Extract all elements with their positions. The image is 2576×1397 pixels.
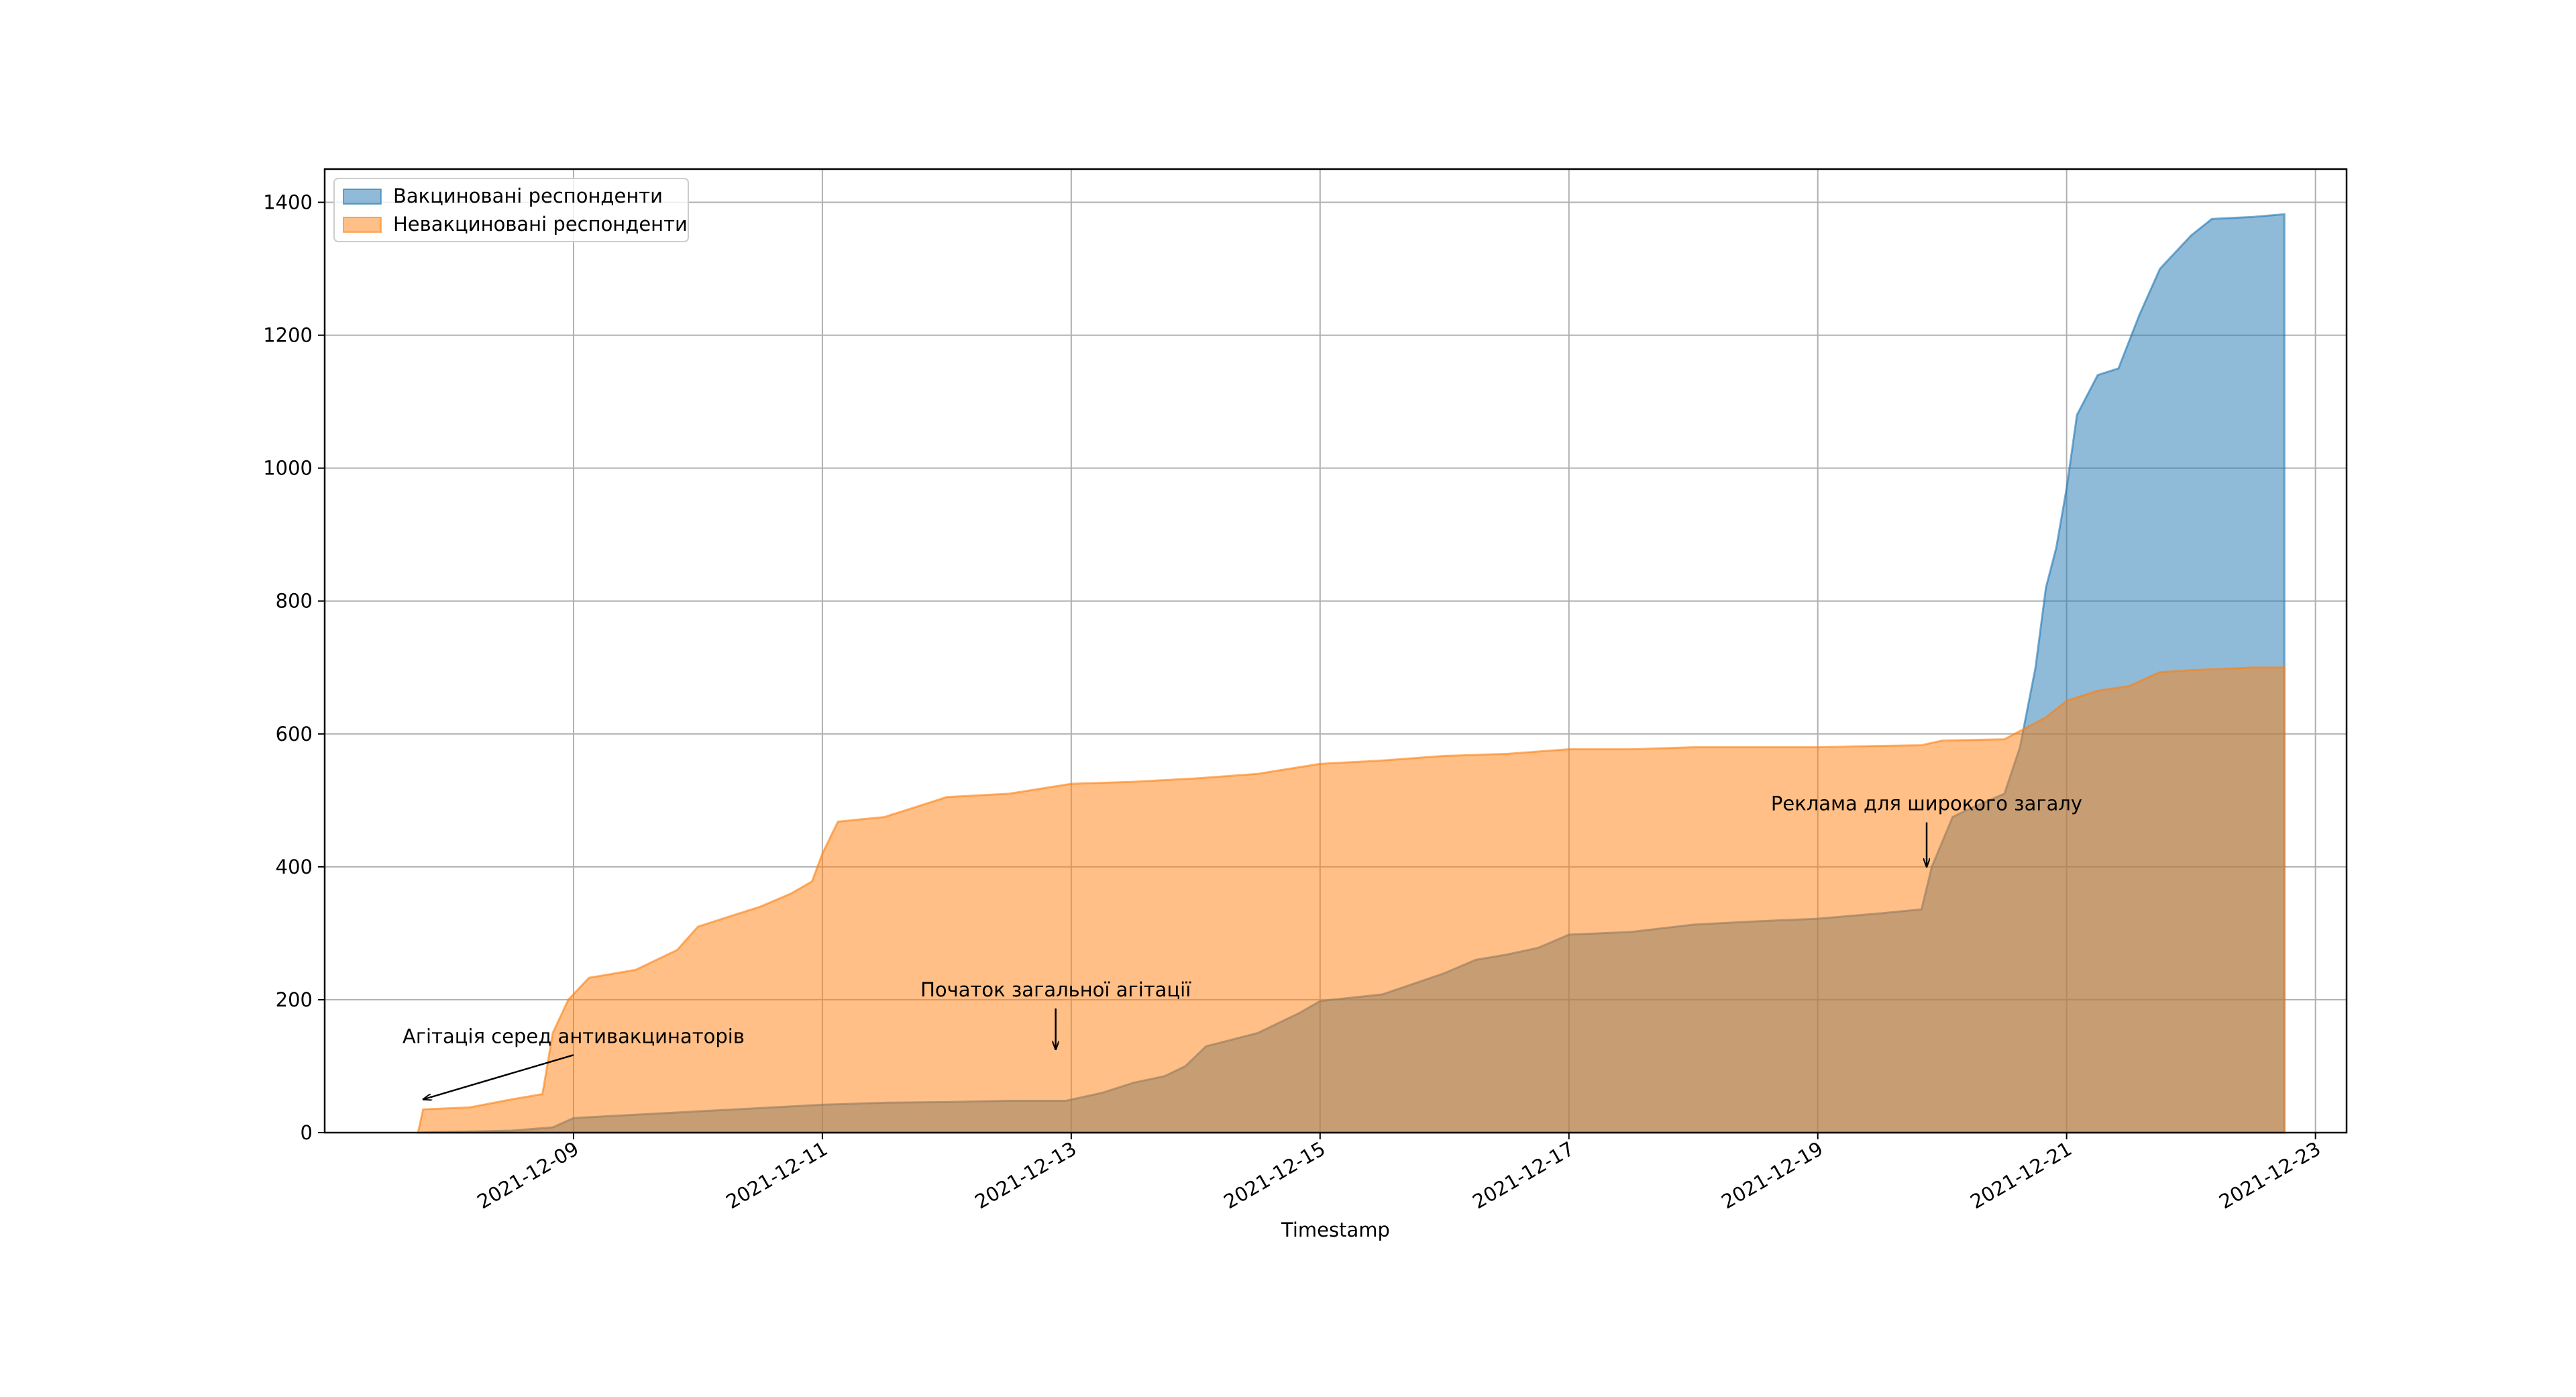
y-tick-label: 800 <box>276 590 313 613</box>
y-tick-label: 1200 <box>263 324 313 347</box>
x-tick-label: 2021-12-19 <box>1717 1137 1827 1214</box>
x-axis-label: Timestamp <box>1281 1219 1390 1241</box>
y-tick-label: 0 <box>301 1121 313 1144</box>
legend-swatch <box>343 217 382 233</box>
plot-frame <box>323 168 2348 1134</box>
annotation-arrow <box>423 1054 574 1099</box>
series-areas <box>417 213 2286 1134</box>
y-tick-label: 200 <box>276 988 313 1011</box>
area-series-2 <box>417 666 2286 1134</box>
x-tick-label: 2021-12-09 <box>473 1137 582 1214</box>
x-tick-label: 2021-12-15 <box>1220 1137 1329 1214</box>
legend-box <box>333 178 689 242</box>
y-tick-label: 1000 <box>263 457 313 480</box>
x-tick-label: 2021-12-21 <box>1966 1137 2076 1214</box>
x-tick-label: 2021-12-17 <box>1468 1137 1578 1214</box>
x-tick-label: 2021-12-23 <box>2215 1137 2324 1214</box>
legend-entry: Вакциновані респонденти <box>393 185 663 207</box>
y-tick-label: 600 <box>276 723 313 745</box>
legend-entry: Невакциновані респонденти <box>393 213 688 236</box>
legend: Вакциновані респонденти Невакциновані рес… <box>333 178 689 242</box>
annotation-label: Агітація серед антивакцинаторів <box>402 1025 745 1047</box>
annotation-label: Початок загальної агітації <box>920 978 1191 1001</box>
annotations: Агітація серед антивакцинаторів Початок з… <box>402 792 2082 1100</box>
y-tick-label: 1400 <box>263 191 313 214</box>
y-tick-label: 400 <box>276 856 313 878</box>
legend-swatch <box>343 189 382 205</box>
annotation-label: Реклама для широкого загалу <box>1771 792 2082 815</box>
x-tick-label: 2021-12-13 <box>971 1137 1080 1214</box>
x-tick-label: 2021-12-11 <box>722 1137 831 1214</box>
